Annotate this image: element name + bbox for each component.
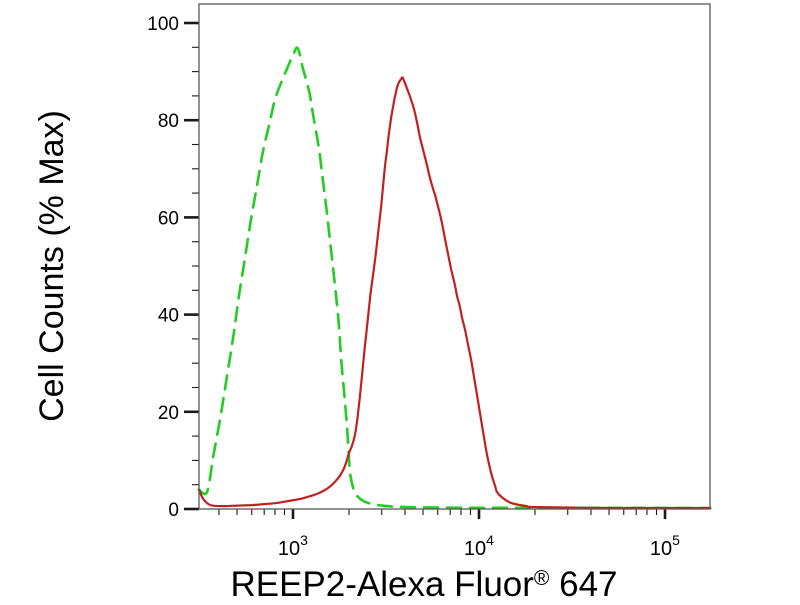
svg-text:5: 5 <box>672 532 680 548</box>
svg-text:4: 4 <box>486 532 494 548</box>
svg-text:80: 80 <box>158 111 179 132</box>
svg-text:Cell Counts (% Max): Cell Counts (% Max) <box>33 110 71 422</box>
svg-text:60: 60 <box>158 208 179 229</box>
svg-text:3: 3 <box>300 532 308 548</box>
svg-text:10: 10 <box>650 538 672 560</box>
svg-text:100: 100 <box>147 14 179 35</box>
svg-text:10: 10 <box>278 538 300 560</box>
svg-text:0: 0 <box>168 500 179 521</box>
svg-text:REEP2-Alexa Fluor® 647: REEP2-Alexa Fluor® 647 <box>230 565 617 600</box>
svg-text:20: 20 <box>158 403 179 424</box>
svg-text:40: 40 <box>158 306 179 327</box>
svg-text:10: 10 <box>464 538 486 560</box>
